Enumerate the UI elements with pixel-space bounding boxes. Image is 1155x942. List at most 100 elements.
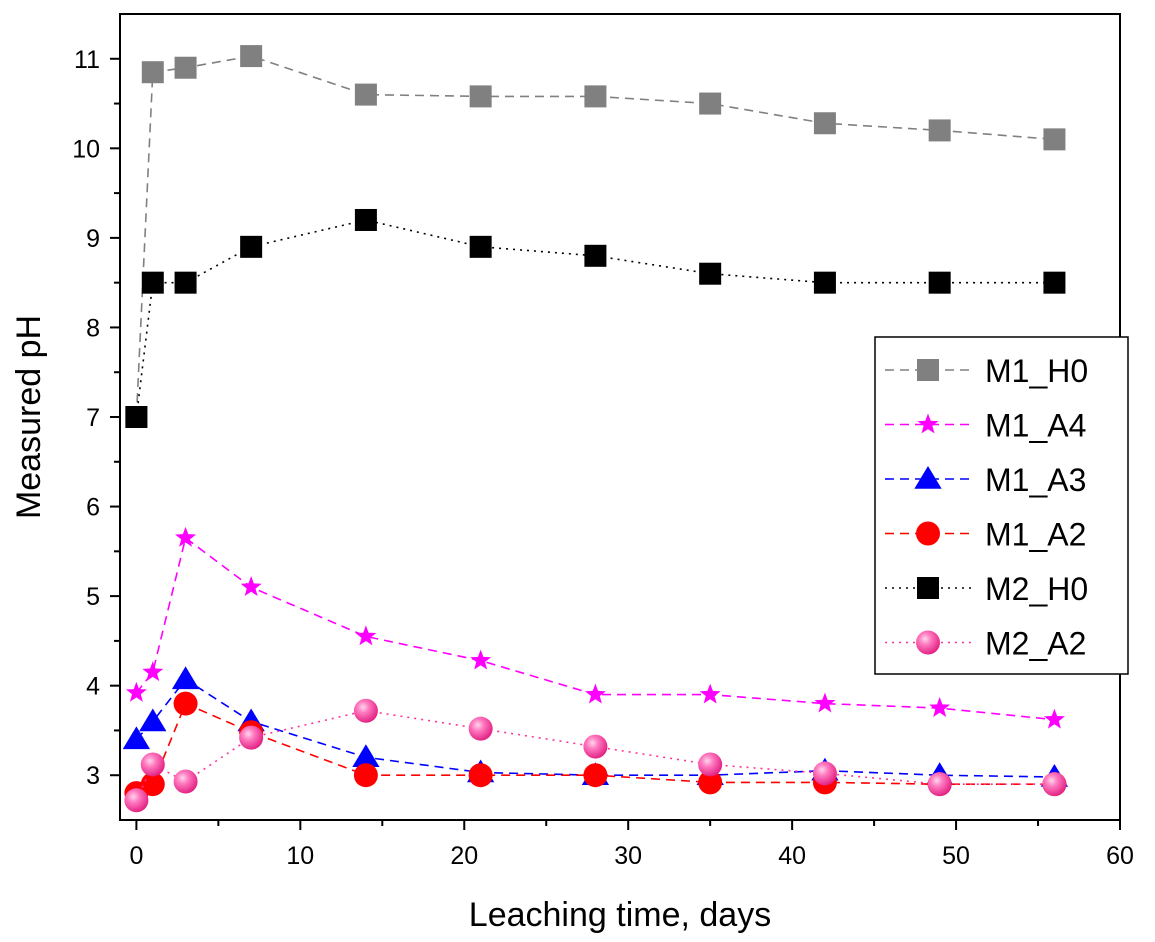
data-point bbox=[139, 708, 167, 732]
legend-marker bbox=[917, 359, 939, 381]
legend-box bbox=[874, 336, 1129, 675]
data-point bbox=[1043, 128, 1066, 151]
data-point bbox=[699, 683, 721, 704]
data-point bbox=[1043, 271, 1066, 294]
data-point bbox=[142, 661, 164, 682]
series-layer bbox=[122, 45, 1069, 813]
data-point bbox=[174, 56, 197, 79]
data-point bbox=[124, 788, 149, 813]
legend-label: M1_A4 bbox=[985, 408, 1086, 444]
data-point bbox=[812, 761, 837, 786]
data-point bbox=[125, 681, 147, 702]
legend-marker bbox=[916, 630, 940, 655]
legend-marker bbox=[917, 577, 939, 599]
data-point bbox=[125, 406, 148, 428]
x-tick-label: 40 bbox=[778, 842, 806, 870]
legend-marker bbox=[914, 466, 942, 489]
data-point bbox=[140, 772, 165, 797]
data-point bbox=[353, 698, 378, 723]
x-tick-label: 30 bbox=[614, 842, 642, 870]
legend-label: M1_H0 bbox=[985, 353, 1088, 389]
legend-marker bbox=[917, 413, 939, 434]
data-point bbox=[354, 208, 377, 231]
y-tick-label: 8 bbox=[86, 314, 100, 342]
legend-item-M2_A2: M2_A2 bbox=[885, 626, 1086, 662]
data-point bbox=[175, 526, 197, 547]
data-point bbox=[354, 83, 377, 106]
y-tick-label: 6 bbox=[86, 494, 100, 522]
data-point bbox=[699, 92, 722, 115]
series-M1_A4 bbox=[125, 526, 1065, 729]
data-point bbox=[140, 752, 165, 777]
legend-item-M2_H0: M2_H0 bbox=[885, 571, 1088, 607]
data-point bbox=[122, 726, 151, 750]
data-point bbox=[928, 119, 951, 142]
series-M2_A2 bbox=[124, 698, 1067, 813]
x-tick-label: 10 bbox=[286, 842, 314, 870]
series-line bbox=[136, 702, 1055, 794]
y-tick-label: 5 bbox=[86, 583, 100, 611]
legend-label: M1_A3 bbox=[985, 462, 1086, 498]
data-point bbox=[699, 262, 722, 285]
data-point bbox=[469, 85, 492, 108]
data-point bbox=[928, 271, 951, 294]
data-point bbox=[141, 61, 164, 84]
y-tick-label: 7 bbox=[86, 404, 100, 432]
y-tick-label: 11 bbox=[74, 46, 100, 74]
data-point bbox=[583, 734, 608, 759]
data-point bbox=[239, 725, 264, 750]
series-M1_H0 bbox=[125, 45, 1066, 428]
data-point bbox=[698, 752, 723, 777]
x-tick-label: 20 bbox=[450, 842, 478, 870]
data-point bbox=[240, 45, 263, 68]
data-point bbox=[929, 697, 951, 717]
data-point bbox=[469, 235, 492, 258]
legend-label: M2_H0 bbox=[985, 571, 1088, 607]
data-point bbox=[584, 683, 606, 704]
y-tick-label: 9 bbox=[86, 225, 100, 253]
data-point bbox=[171, 666, 200, 690]
data-point bbox=[927, 772, 952, 797]
data-point bbox=[1043, 708, 1065, 729]
data-point bbox=[352, 744, 380, 768]
data-point bbox=[468, 763, 493, 788]
data-point bbox=[584, 85, 607, 108]
data-point bbox=[813, 271, 836, 294]
x-axis-title: Leaching time, days bbox=[469, 896, 771, 934]
y-tick-label: 4 bbox=[86, 673, 100, 701]
legend-item-M1_A4: M1_A4 bbox=[885, 408, 1086, 444]
data-point bbox=[814, 692, 836, 713]
data-point bbox=[698, 770, 723, 795]
data-point bbox=[355, 625, 377, 646]
axes-layer: 0 10 20 30 40 50 60 3 4 5 6 7 8 9 10 11 bbox=[72, 46, 1134, 870]
data-point bbox=[468, 716, 493, 741]
legend-label: M2_A2 bbox=[985, 626, 1086, 662]
data-point bbox=[240, 576, 262, 597]
legend-label: M1_A2 bbox=[985, 517, 1086, 553]
legend-item-M1_H0: M1_H0 bbox=[885, 353, 1088, 389]
y-tick-label: 3 bbox=[86, 762, 100, 790]
data-point bbox=[470, 649, 492, 670]
data-point bbox=[813, 112, 836, 135]
x-tick-label: 50 bbox=[942, 842, 970, 870]
series-M2_H0 bbox=[125, 208, 1066, 428]
data-point bbox=[1042, 772, 1067, 797]
data-point bbox=[240, 235, 263, 258]
data-point bbox=[174, 271, 197, 294]
data-point bbox=[353, 763, 378, 788]
data-point bbox=[173, 769, 198, 794]
x-tick-label: 0 bbox=[129, 842, 143, 870]
series-line bbox=[135, 709, 1055, 801]
data-point bbox=[583, 763, 608, 788]
data-point bbox=[584, 244, 607, 267]
data-point bbox=[173, 691, 198, 716]
legend-marker bbox=[916, 521, 940, 546]
data-point bbox=[141, 271, 164, 294]
legend-item-M1_A3: M1_A3 bbox=[885, 462, 1086, 498]
legend-item-M1_A2: M1_A2 bbox=[885, 517, 1086, 553]
y-tick-label: 10 bbox=[72, 135, 100, 163]
y-axis-title: Measured pH bbox=[10, 315, 48, 519]
legend: M1_H0 M1_A4 M1_A3 M1_A2 M2_H0 M2_A2 bbox=[874, 336, 1129, 675]
x-tick-label: 60 bbox=[1106, 842, 1134, 870]
